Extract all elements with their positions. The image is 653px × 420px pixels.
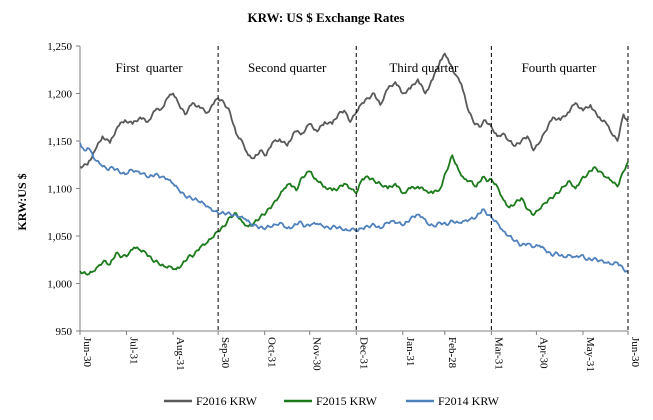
- x-tick-label: Aug-31: [174, 337, 186, 371]
- series-line-f2014-krw: [79, 142, 629, 273]
- series-line-f2015-krw: [79, 154, 629, 276]
- x-tick-label: Jan-31: [404, 337, 416, 366]
- quarter-dividers: [217, 46, 629, 331]
- quarter-label: First quarter: [115, 60, 183, 75]
- x-tick-label: Jul-31: [128, 337, 140, 365]
- y-tick-label: 1,150: [47, 136, 72, 148]
- y-tick-label: 1,100: [47, 184, 72, 196]
- y-axis-label: KRW:US $: [15, 173, 29, 230]
- quarter-label: Third quarter: [389, 60, 459, 75]
- y-tick-label: 1,050: [47, 231, 72, 243]
- series-layer: [79, 52, 629, 276]
- legend-label: F2014 KRW: [438, 394, 500, 408]
- legend: F2016 KRW F2015 KRW F2014 KRW: [164, 394, 500, 408]
- y-axis: 950 1,000 1,050 1,100 1,150 1,200 1,250: [47, 41, 80, 338]
- x-tick-label: Dec-31: [357, 337, 369, 369]
- x-tick-label: May-31: [584, 337, 596, 372]
- quarter-label: Second quarter: [248, 60, 327, 75]
- y-tick-label: 1,000: [47, 279, 72, 291]
- x-tick-label: Oct-31: [266, 337, 278, 368]
- series-line-f2016-krw: [79, 52, 629, 169]
- chart-title: KRW: US $ Exchange Rates: [248, 10, 405, 25]
- x-tick-label: Jun-30: [81, 337, 93, 367]
- x-tick-label: Sep-30: [219, 337, 231, 369]
- x-tick-label: Jun-30: [629, 337, 641, 367]
- y-tick-label: 1,200: [47, 89, 72, 101]
- x-tick-label: Apr-30: [537, 337, 549, 369]
- legend-label: F2016 KRW: [196, 394, 258, 408]
- x-axis: Jun-30 Jul-31 Aug-31 Sep-30 Oct-31 Nov-30 Dec-…: [79, 331, 641, 372]
- x-tick-label: Feb-28: [446, 337, 458, 369]
- quarter-labels: First quarter Second quarter Third quarter…: [115, 60, 596, 75]
- x-tick-label: Nov-30: [311, 337, 323, 371]
- legend-label: F2015 KRW: [316, 394, 378, 408]
- quarter-label: Fourth quarter: [522, 60, 597, 75]
- x-tick-label: Mar-31: [492, 337, 504, 370]
- y-tick-label: 1,250: [47, 41, 72, 53]
- y-tick-label: 950: [56, 326, 73, 338]
- plot-area: [79, 46, 628, 332]
